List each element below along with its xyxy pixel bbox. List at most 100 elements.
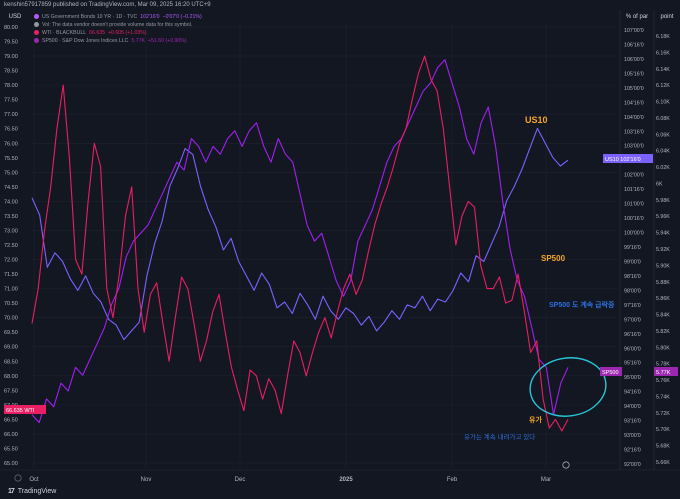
left-tick-label: 69.00: [4, 345, 18, 351]
series-lines: [31, 55, 569, 432]
highlight-circle: [529, 357, 607, 417]
left-tick-label: 68.50: [4, 359, 18, 365]
legend-value: 5.77K: [131, 38, 145, 44]
left-tick-label: 77.50: [4, 98, 18, 104]
left-tick-label: 77.00: [4, 112, 18, 118]
timescale-marker[interactable]: [14, 474, 22, 482]
left-tick-label: 65.00: [4, 461, 18, 467]
point-tick-label: 6.06K: [656, 132, 670, 138]
pct-tick-label: 99'00'0: [624, 259, 641, 265]
legend-name: Vol: The data vendor doesn't provide vol…: [42, 22, 193, 28]
legend-swatch: [34, 38, 39, 44]
annotations: US10 SP500 SP500 도 계속 급락중 유가 유가는 계속 내려가고…: [464, 115, 615, 441]
event-marker[interactable]: [562, 461, 570, 469]
pct-tick-label: 104'16'0: [624, 100, 644, 106]
left-tick-label: 71.00: [4, 287, 18, 293]
sp500-falling-note: SP500 도 계속 급락중: [549, 300, 615, 309]
x-tick-label: Mar: [541, 477, 551, 483]
sp500-annotation: SP500: [541, 254, 566, 263]
point-tick-label: 5.94K: [656, 231, 670, 237]
point-tick-label: 5.76K: [656, 378, 670, 384]
point-tick-label: 5.98K: [656, 198, 670, 204]
point-tick-label: 6.02K: [656, 165, 670, 171]
legend-value: 102'16'0: [140, 14, 160, 20]
left-tick-label: 71.50: [4, 272, 18, 278]
left-tick-label: 75.00: [4, 170, 18, 176]
legend-name: WTI · BLACKBULL: [42, 30, 87, 36]
left-tick-label: 72.50: [4, 243, 18, 249]
legend-row[interactable]: Vol: The data vendor doesn't provide vol…: [34, 21, 202, 29]
pct-tick-label: 105'16'0: [624, 71, 644, 77]
x-axis-ticks: Oct Nov Dec 2025 Feb Mar: [29, 477, 551, 483]
legend-row[interactable]: WTI · BLACKBULL 66.635 +0.605 (+1.03%): [34, 29, 202, 37]
pct-tick-label: 93'00'0: [624, 433, 641, 439]
us10-annotation: US10: [525, 115, 548, 125]
point-tick-label: 5.90K: [656, 263, 670, 269]
price-tags: 66.635 WTI US10 102'16'0 SP500 5.77K: [4, 154, 678, 414]
point-tick-label: 5.84K: [656, 313, 670, 319]
point-tick-label: 5.86K: [656, 296, 670, 302]
pct-tick-label: 98'16'0: [624, 274, 641, 280]
left-tick-label: 69.50: [4, 330, 18, 336]
left-tick-label: 70.00: [4, 316, 18, 322]
left-tick-label: 66.50: [4, 417, 18, 423]
x-tick-label: Nov: [141, 477, 152, 483]
point-tick-label: 6.18K: [656, 34, 670, 40]
wti-price-tag: 66.635 WTI: [6, 408, 35, 414]
point-tick-label: 5.80K: [656, 345, 670, 351]
pct-axis-unit: % of par: [625, 14, 649, 20]
pct-tick-label: 92'00'0: [624, 462, 641, 468]
pct-tick-label: 95'00'0: [624, 375, 641, 381]
point-tick-label: 6.08K: [656, 116, 670, 122]
point-tick-label: 5.82K: [656, 329, 670, 335]
legend-row[interactable]: US Government Bonds 10 YR · 1D · TVC 102'…: [34, 13, 202, 21]
oil-annotation: 유가: [529, 415, 542, 424]
pct-tick-label: 97'00'0: [624, 317, 641, 323]
pct-tick-label: 95'16'0: [624, 361, 641, 367]
left-tick-label: 74.50: [4, 185, 18, 191]
left-tick-label: 70.50: [4, 301, 18, 307]
pct-tick-label: 103'00'0: [624, 144, 644, 150]
point-tick-label: 5.72K: [656, 411, 670, 417]
point-tick-label: 6.14K: [656, 67, 670, 73]
x-tick-label: Dec: [235, 477, 246, 483]
pct-tick-label: 92'16'0: [624, 448, 641, 454]
left-tick-label: 80.00: [4, 25, 18, 31]
pct-tick-label: 93'16'0: [624, 419, 641, 425]
pct-tick-label: 102'00'0: [624, 173, 644, 179]
left-tick-label: 73.00: [4, 228, 18, 234]
us10-price-tag: US10 102'16'0: [605, 157, 641, 163]
left-axis-ticks: 80.00 79.50 79.00 78.50 78.00 77.50 77.00 76.50…: [4, 25, 18, 467]
pct-tick-label: 104'00'0: [624, 115, 644, 121]
left-axis-unit: USD: [8, 14, 22, 20]
x-tick-label: Feb: [447, 477, 458, 483]
left-tick-label: 74.00: [4, 199, 18, 205]
legend-name: US Government Bonds 10 YR · 1D · TVC: [42, 14, 138, 20]
point-axis-unit: point: [660, 14, 674, 20]
point-tick-label: 5.66K: [656, 460, 670, 466]
pct-tick-label: 96'16'0: [624, 332, 641, 338]
left-tick-label: 67.50: [4, 388, 18, 394]
published-header: kenshin57917859 published on TradingView…: [0, 0, 680, 10]
left-tick-label: 76.50: [4, 127, 18, 133]
pct-tick-label: 94'16'0: [624, 390, 641, 396]
point-tick-label: 5.70K: [656, 427, 670, 433]
left-tick-label: 79.00: [4, 54, 18, 60]
point-axis-ticks: 6.18K 6.16K 6.14K 6.12K 6.10K 6.08K 6.06K 6.04K…: [656, 34, 670, 466]
pct-tick-label: 106'00'0: [624, 57, 644, 63]
pct-tick-label: 105'00'0: [624, 86, 644, 92]
left-tick-label: 76.00: [4, 141, 18, 147]
series-line-pct: [31, 127, 569, 341]
pct-tick-label: 103'16'0: [624, 129, 644, 135]
oil-falling-note: 유가는 계속 내려가고 있다: [464, 432, 535, 441]
pct-tick-label: 98'00'0: [624, 288, 641, 294]
legend-swatch: [34, 14, 39, 20]
left-tick-label: 66.00: [4, 432, 18, 438]
left-tick-label: 78.00: [4, 83, 18, 89]
pct-tick-label: 106'16'0: [624, 42, 644, 48]
footer-brand: TradingView: [17, 487, 57, 495]
point-tick-label: 6.12K: [656, 83, 670, 89]
point-tick-label: 5.68K: [656, 444, 670, 450]
legend-change: +51.60 (+0.90%): [147, 38, 187, 44]
legend-row[interactable]: SP500 · S&P Dow Jones Indices LLC 5.77K +5…: [34, 37, 202, 45]
